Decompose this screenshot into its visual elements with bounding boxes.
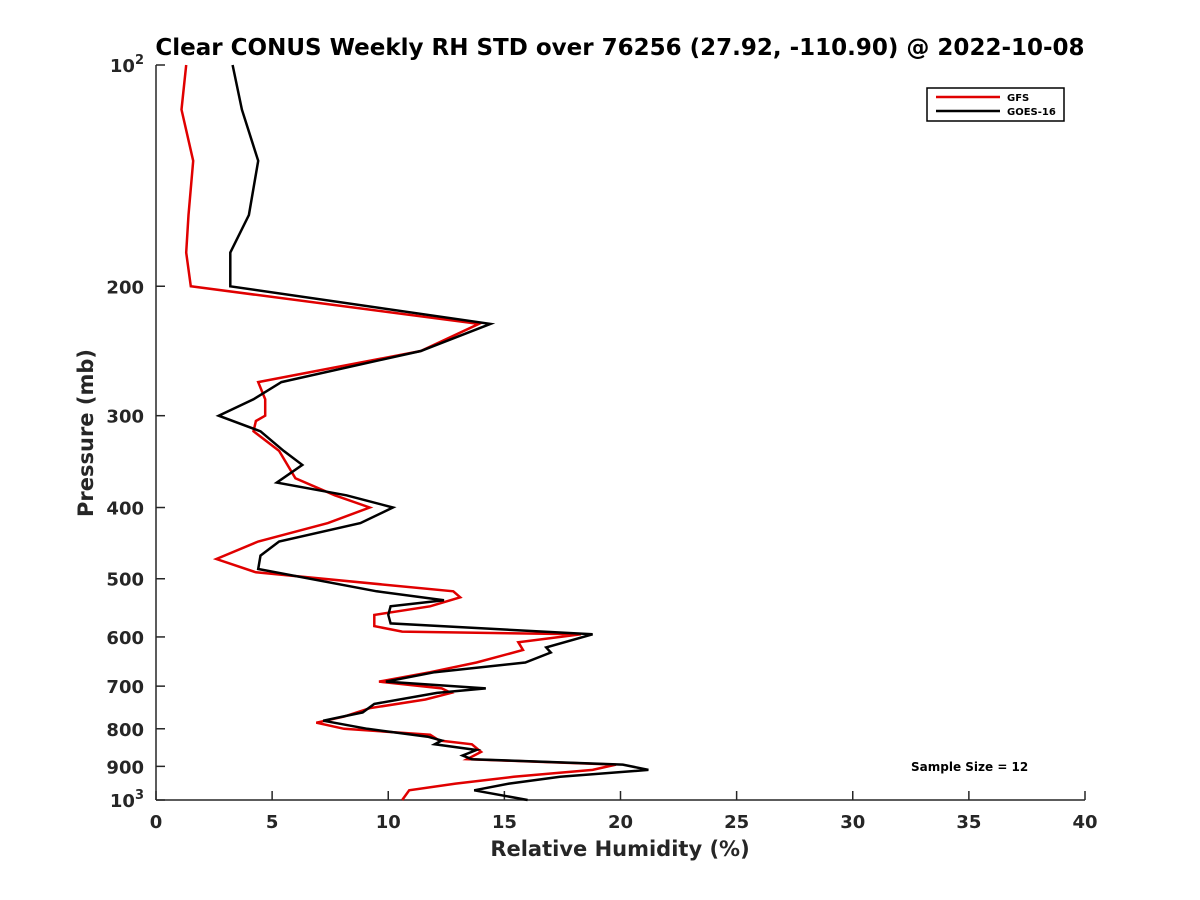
sample-size-annotation: Sample Size = 12 — [911, 760, 1028, 774]
y-tick-label: 200 — [106, 277, 144, 298]
legend-label-goes-16: GOES-16 — [1007, 107, 1056, 118]
legend-box — [926, 87, 1065, 122]
plot-area: 0 5 10 15 20 25 30 35 40 102 200 300 400 500 600 700 800… — [106, 53, 1097, 833]
y-tick-label: 400 — [106, 499, 144, 520]
x-tick-label: 5 — [266, 812, 279, 833]
y-axis-label: Pressure (mb) — [74, 349, 98, 517]
x-axis-label: Relative Humidity (%) — [490, 837, 749, 861]
x-tick-label: 30 — [840, 812, 865, 833]
y-tick-label: 600 — [106, 628, 144, 649]
legend: GFS GOES-16 — [926, 87, 1065, 122]
y-tick-label: 900 — [106, 757, 144, 778]
x-tick-label: 35 — [956, 812, 981, 833]
x-tick-label: 20 — [608, 812, 633, 833]
series-line-goes-16 — [215, 64, 649, 802]
y-tick-label: 103 — [110, 788, 144, 812]
series-line-gfs — [180, 64, 617, 801]
y-tick-label: 500 — [106, 570, 144, 591]
x-tick-label: 10 — [376, 812, 401, 833]
legend-label-gfs: GFS — [1007, 93, 1029, 104]
x-tick-label: 15 — [492, 812, 517, 833]
x-tick-label: 25 — [724, 812, 749, 833]
x-tick-label: 40 — [1072, 812, 1097, 833]
y-tick-label: 700 — [106, 677, 144, 698]
y-tick-label: 102 — [110, 53, 144, 77]
chart-title: Clear CONUS Weekly RH STD over 76256 (27… — [155, 35, 1084, 61]
y-tick-label: 800 — [106, 720, 144, 741]
y-tick-label: 300 — [106, 407, 144, 428]
x-tick-label: 0 — [150, 812, 163, 833]
